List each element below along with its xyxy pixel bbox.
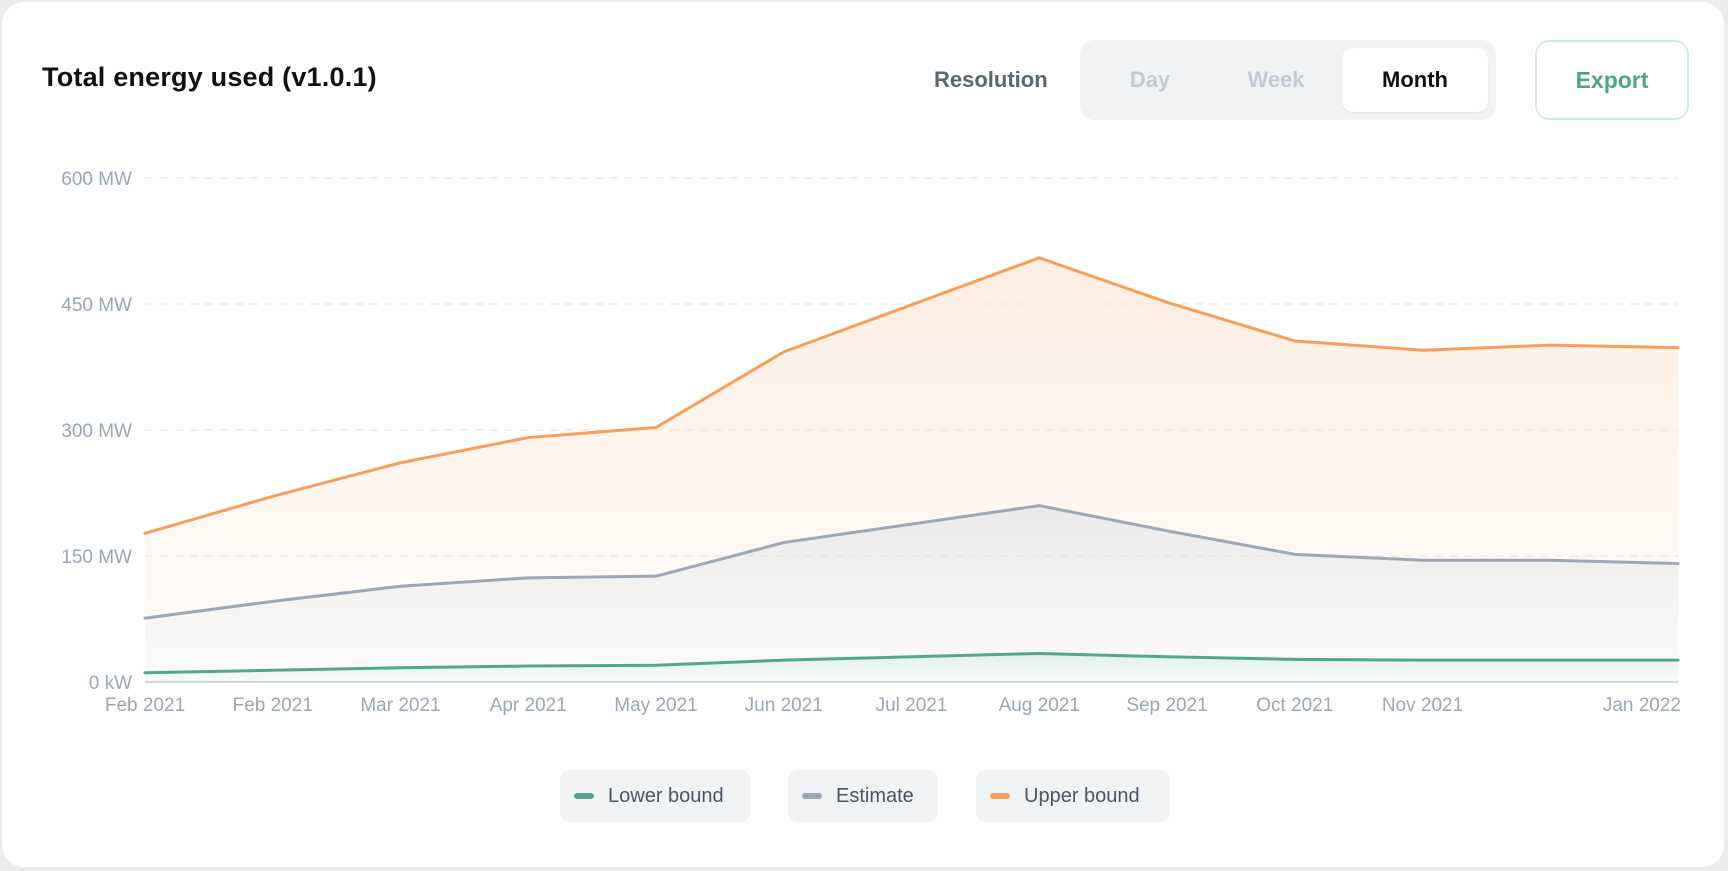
x-tick-label: Apr 2021 xyxy=(490,695,567,716)
x-tick-label: Sep 2021 xyxy=(1126,695,1207,716)
chart-area: 0 kW 150 MW 300 MW 450 MW 600 MW Feb 2021 Feb … xyxy=(2,2,1724,762)
x-tick-label: Feb 2021 xyxy=(105,695,185,716)
y-tick-label: 0 kW xyxy=(89,673,132,694)
x-tick-label: Feb 2021 xyxy=(233,695,313,716)
legend-upper-bound[interactable]: Upper bound xyxy=(976,770,1170,822)
x-tick-label: Jul 2021 xyxy=(876,695,948,716)
resolution-label: Resolution xyxy=(934,67,1048,92)
x-tick-label: Jan 2022 xyxy=(1603,695,1681,716)
export-button[interactable]: Export xyxy=(1535,40,1689,120)
legend-label-lower: Lower bound xyxy=(608,785,724,807)
area-chart: 0 kW 150 MW 300 MW 450 MW 600 MW Feb 2021 Feb … xyxy=(61,169,1681,716)
legend-swatch-estimate xyxy=(802,793,822,799)
x-tick-label: Aug 2021 xyxy=(999,695,1080,716)
y-tick-label: 450 MW xyxy=(61,295,132,316)
chart-title: Total energy used (v1.0.1) xyxy=(42,62,377,92)
legend-estimate[interactable]: Estimate xyxy=(788,770,938,822)
y-tick-label: 600 MW xyxy=(61,169,132,190)
resolution-month-button[interactable]: Month xyxy=(1342,48,1488,112)
y-tick-label: 300 MW xyxy=(61,421,132,442)
resolution-week-button[interactable]: Week xyxy=(1247,67,1305,92)
area-estimate xyxy=(145,505,1678,682)
legend-label-estimate: Estimate xyxy=(836,785,914,807)
line-estimate xyxy=(143,504,1680,620)
x-tick-label: Oct 2021 xyxy=(1256,695,1333,716)
x-tick-label: Mar 2021 xyxy=(360,695,440,716)
x-tick-label: May 2021 xyxy=(614,695,697,716)
x-tick-label: Nov 2021 xyxy=(1382,695,1463,716)
line-upper-bound xyxy=(143,256,1680,535)
legend-swatch-upper xyxy=(990,793,1010,799)
resolution-day-button[interactable]: Day xyxy=(1129,67,1171,92)
x-tick-label: Jun 2021 xyxy=(745,695,823,716)
resolution-toggle: Day Week Month xyxy=(1080,40,1496,120)
legend-swatch-lower xyxy=(574,793,594,799)
legend-label-upper: Upper bound xyxy=(1024,785,1140,807)
legend-lower-bound[interactable]: Lower bound xyxy=(560,770,750,822)
y-tick-label: 150 MW xyxy=(61,547,132,568)
line-lower-bound xyxy=(143,651,1680,675)
